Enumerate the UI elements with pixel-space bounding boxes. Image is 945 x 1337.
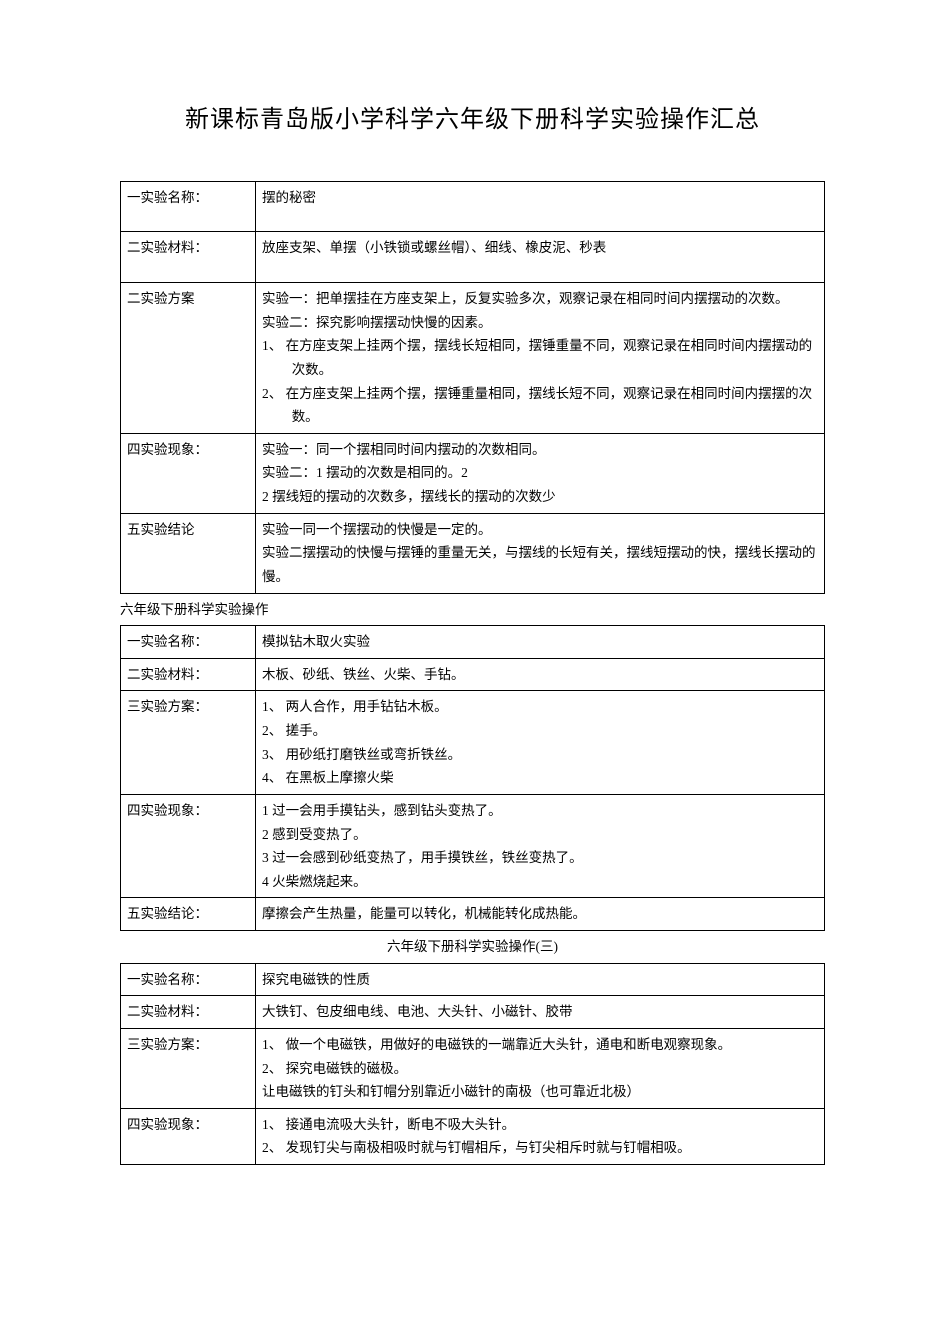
- table-row: 二实验材料： 木板、砂纸、铁丝、火柴、手钻。: [121, 658, 825, 691]
- table-row: 四实验现象： 实验一：同一个摆相同时间内摆动的次数相同。 实验二：1 摆动的次数…: [121, 433, 825, 513]
- row-content: 模拟钻木取火实验: [256, 626, 825, 659]
- phenom-line: 3 过一会感到砂纸变热了，用手摸铁丝，铁丝变热了。: [262, 846, 818, 870]
- plan-line: 4、 在黑板上摩擦火柴: [262, 766, 818, 790]
- table-row: 四实验现象： 1 过一会用手摸钻头，感到钻头变热了。 2 感到受变热了。 3 过…: [121, 794, 825, 898]
- phenom-line: 实验一：同一个摆相同时间内摆动的次数相同。: [262, 438, 818, 462]
- row-label: 五实验结论：: [121, 898, 256, 931]
- row-label: 二实验材料：: [121, 658, 256, 691]
- row-content: 木板、砂纸、铁丝、火柴、手钻。: [256, 658, 825, 691]
- concl-line: 实验一同一个摆摆动的快慢是一定的。: [262, 518, 818, 542]
- table-row: 二实验方案 实验一：把单摆挂在方座支架上，反复实验多次，观察记录在相同时间内摆摆…: [121, 283, 825, 434]
- row-label: 二实验材料：: [121, 996, 256, 1029]
- plan-line: 1、 在方座支架上挂两个摆，摆线长短相同，摆锤重量不同，观察记录在相同时间内摆摆…: [262, 334, 818, 381]
- row-content: 实验一同一个摆摆动的快慢是一定的。 实验二摆摆动的快慢与摆锤的重量无关，与摆线的…: [256, 513, 825, 593]
- experiment-table-3: 一实验名称： 探究电磁铁的性质 二实验材料： 大铁钉、包皮细电线、电池、大头针、…: [120, 963, 825, 1165]
- row-label: 四实验现象：: [121, 433, 256, 513]
- phenom-line: 4 火柴燃烧起来。: [262, 870, 818, 894]
- table-row: 二实验材料： 放座支架、单摆（小铁锁或螺丝帽）、细线、橡皮泥、秒表: [121, 232, 825, 283]
- page-title: 新课标青岛版小学科学六年级下册科学实验操作汇总: [120, 100, 825, 141]
- row-content: 1、 做一个电磁铁，用做好的电磁铁的一端靠近大头针，通电和断电观察现象。 2、 …: [256, 1028, 825, 1108]
- plan-line: 2、 在方座支架上挂两个摆，摆锤重量相同，摆线长短不同，观察记录在相同时间内摆摆…: [262, 382, 818, 429]
- phenom-line: 1 过一会用手摸钻头，感到钻头变热了。: [262, 799, 818, 823]
- plan-line: 2、 搓手。: [262, 719, 818, 743]
- plan-line: 实验二：探究影响摆摆动快慢的因素。: [262, 311, 818, 335]
- table-row: 五实验结论 实验一同一个摆摆动的快慢是一定的。 实验二摆摆动的快慢与摆锤的重量无…: [121, 513, 825, 593]
- section-label-3: 六年级下册科学实验操作(三): [120, 931, 825, 963]
- row-label: 二实验方案: [121, 283, 256, 434]
- row-label: 四实验现象：: [121, 794, 256, 898]
- row-label: 三实验方案：: [121, 1028, 256, 1108]
- row-content: 实验一：同一个摆相同时间内摆动的次数相同。 实验二：1 摆动的次数是相同的。2 …: [256, 433, 825, 513]
- table-row: 四实验现象： 1、 接通电流吸大头针，断电不吸大头针。 2、 发现钉尖与南极相吸…: [121, 1108, 825, 1164]
- section-label-2: 六年级下册科学实验操作: [120, 594, 825, 626]
- row-content: 放座支架、单摆（小铁锁或螺丝帽）、细线、橡皮泥、秒表: [256, 232, 825, 283]
- row-content: 1、 两人合作，用手钻钻木板。 2、 搓手。 3、 用砂纸打磨铁丝或弯折铁丝。 …: [256, 691, 825, 795]
- plan-line: 1、 两人合作，用手钻钻木板。: [262, 695, 818, 719]
- row-content: 实验一：把单摆挂在方座支架上，反复实验多次，观察记录在相同时间内摆摆动的次数。 …: [256, 283, 825, 434]
- row-content: 摆的秘密: [256, 181, 825, 232]
- table-row: 一实验名称： 探究电磁铁的性质: [121, 963, 825, 996]
- phenom-line: 2、 发现钉尖与南极相吸时就与钉帽相斥，与钉尖相斥时就与钉帽相吸。: [262, 1136, 818, 1160]
- phenom-line: 2 感到受变热了。: [262, 823, 818, 847]
- row-label: 三实验方案：: [121, 691, 256, 795]
- concl-line: 实验二摆摆动的快慢与摆锤的重量无关，与摆线的长短有关，摆线短摆动的快，摆线长摆动…: [262, 541, 818, 588]
- row-label: 一实验名称：: [121, 626, 256, 659]
- plan-line: 让电磁铁的钉头和钉帽分别靠近小磁针的南极（也可靠近北极）: [262, 1080, 818, 1104]
- row-label: 二实验材料：: [121, 232, 256, 283]
- row-label: 四实验现象：: [121, 1108, 256, 1164]
- table-row: 三实验方案： 1、 两人合作，用手钻钻木板。 2、 搓手。 3、 用砂纸打磨铁丝…: [121, 691, 825, 795]
- row-label: 一实验名称：: [121, 181, 256, 232]
- row-content: 1、 接通电流吸大头针，断电不吸大头针。 2、 发现钉尖与南极相吸时就与钉帽相斥…: [256, 1108, 825, 1164]
- plan-line: 1、 做一个电磁铁，用做好的电磁铁的一端靠近大头针，通电和断电观察现象。: [262, 1033, 818, 1057]
- row-content: 大铁钉、包皮细电线、电池、大头针、小磁针、胶带: [256, 996, 825, 1029]
- table-row: 一实验名称： 模拟钻木取火实验: [121, 626, 825, 659]
- plan-line: 实验一：把单摆挂在方座支架上，反复实验多次，观察记录在相同时间内摆摆动的次数。: [262, 287, 818, 311]
- plan-line: 3、 用砂纸打磨铁丝或弯折铁丝。: [262, 743, 818, 767]
- phenom-line: 1、 接通电流吸大头针，断电不吸大头针。: [262, 1113, 818, 1137]
- phenom-line: 2 摆线短的摆动的次数多，摆线长的摆动的次数少: [262, 485, 818, 509]
- row-label: 一实验名称：: [121, 963, 256, 996]
- table-row: 二实验材料： 大铁钉、包皮细电线、电池、大头针、小磁针、胶带: [121, 996, 825, 1029]
- row-label: 五实验结论: [121, 513, 256, 593]
- experiment-table-2: 一实验名称： 模拟钻木取火实验 二实验材料： 木板、砂纸、铁丝、火柴、手钻。 三…: [120, 625, 825, 931]
- row-content: 探究电磁铁的性质: [256, 963, 825, 996]
- plan-line: 2、 探究电磁铁的磁极。: [262, 1057, 818, 1081]
- row-content: 摩擦会产生热量，能量可以转化，机械能转化成热能。: [256, 898, 825, 931]
- row-content: 1 过一会用手摸钻头，感到钻头变热了。 2 感到受变热了。 3 过一会感到砂纸变…: [256, 794, 825, 898]
- phenom-line: 实验二：1 摆动的次数是相同的。2: [262, 461, 818, 485]
- table-row: 五实验结论： 摩擦会产生热量，能量可以转化，机械能转化成热能。: [121, 898, 825, 931]
- experiment-table-1: 一实验名称： 摆的秘密 二实验材料： 放座支架、单摆（小铁锁或螺丝帽）、细线、橡…: [120, 181, 825, 594]
- table-row: 一实验名称： 摆的秘密: [121, 181, 825, 232]
- table-row: 三实验方案： 1、 做一个电磁铁，用做好的电磁铁的一端靠近大头针，通电和断电观察…: [121, 1028, 825, 1108]
